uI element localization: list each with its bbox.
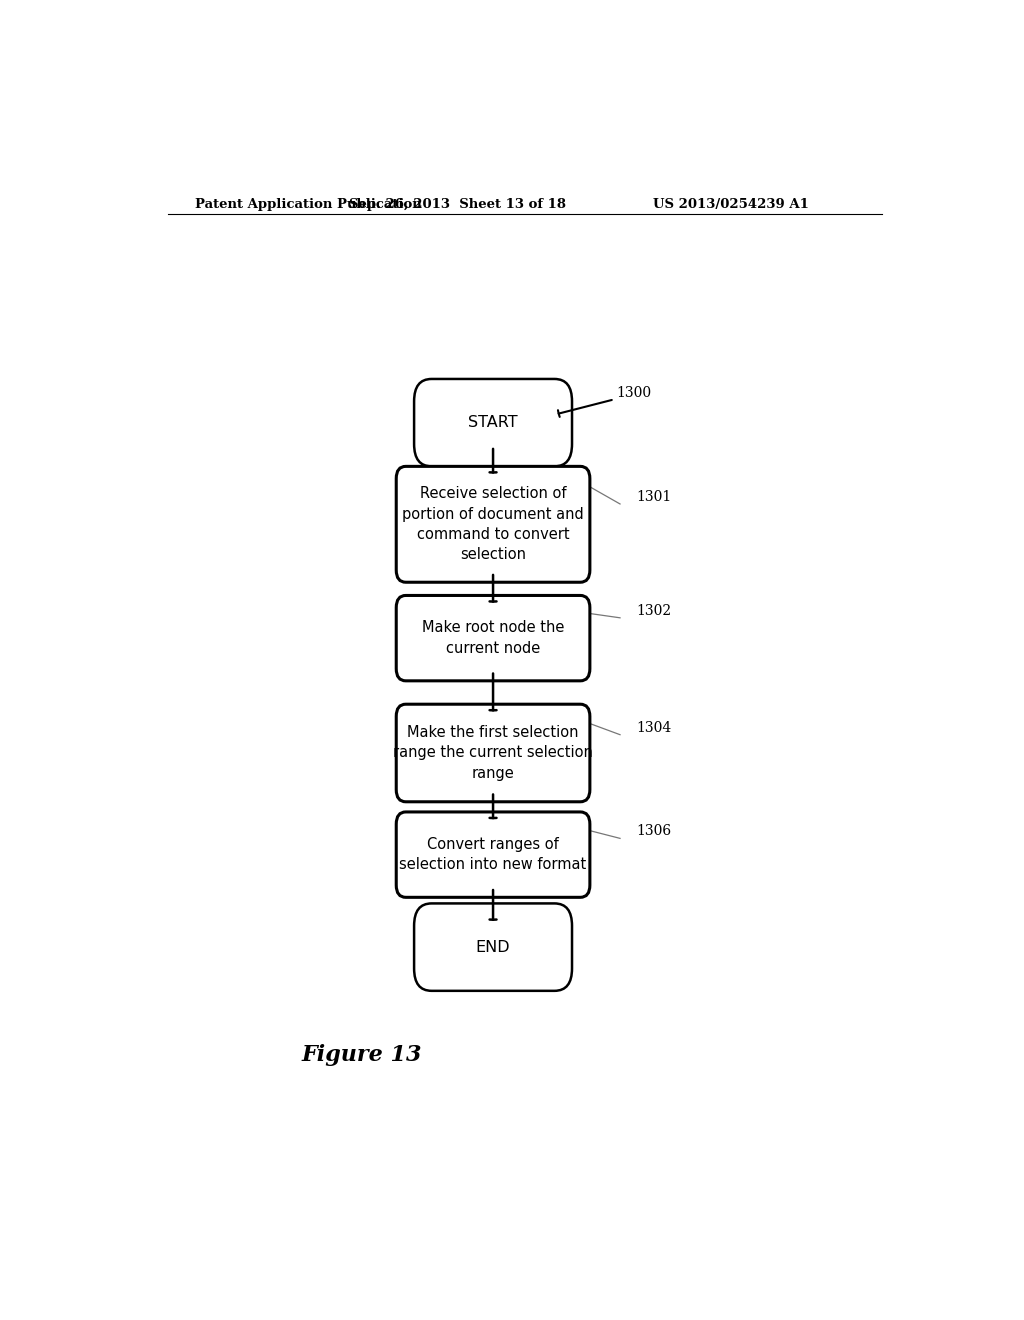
- Text: 1300: 1300: [616, 387, 651, 400]
- FancyBboxPatch shape: [396, 595, 590, 681]
- Text: END: END: [476, 940, 510, 954]
- Text: 1306: 1306: [636, 824, 671, 838]
- Text: Receive selection of
portion of document and
command to convert
selection: Receive selection of portion of document…: [402, 486, 584, 562]
- Text: 1304: 1304: [636, 721, 671, 735]
- Text: Make root node the
current node: Make root node the current node: [422, 620, 564, 656]
- Text: Make the first selection
range the current selection
range: Make the first selection range the curre…: [393, 725, 593, 781]
- Text: US 2013/0254239 A1: US 2013/0254239 A1: [653, 198, 809, 211]
- Text: Convert ranges of
selection into new format: Convert ranges of selection into new for…: [399, 837, 587, 873]
- FancyBboxPatch shape: [396, 812, 590, 898]
- Text: Figure 13: Figure 13: [302, 1044, 422, 1065]
- Text: 1301: 1301: [636, 490, 671, 504]
- FancyBboxPatch shape: [414, 903, 572, 991]
- Text: START: START: [468, 416, 518, 430]
- FancyBboxPatch shape: [396, 466, 590, 582]
- FancyBboxPatch shape: [396, 704, 590, 801]
- FancyBboxPatch shape: [414, 379, 572, 466]
- Text: 1302: 1302: [636, 603, 671, 618]
- Text: Patent Application Publication: Patent Application Publication: [196, 198, 422, 211]
- Text: Sep. 26, 2013  Sheet 13 of 18: Sep. 26, 2013 Sheet 13 of 18: [349, 198, 566, 211]
